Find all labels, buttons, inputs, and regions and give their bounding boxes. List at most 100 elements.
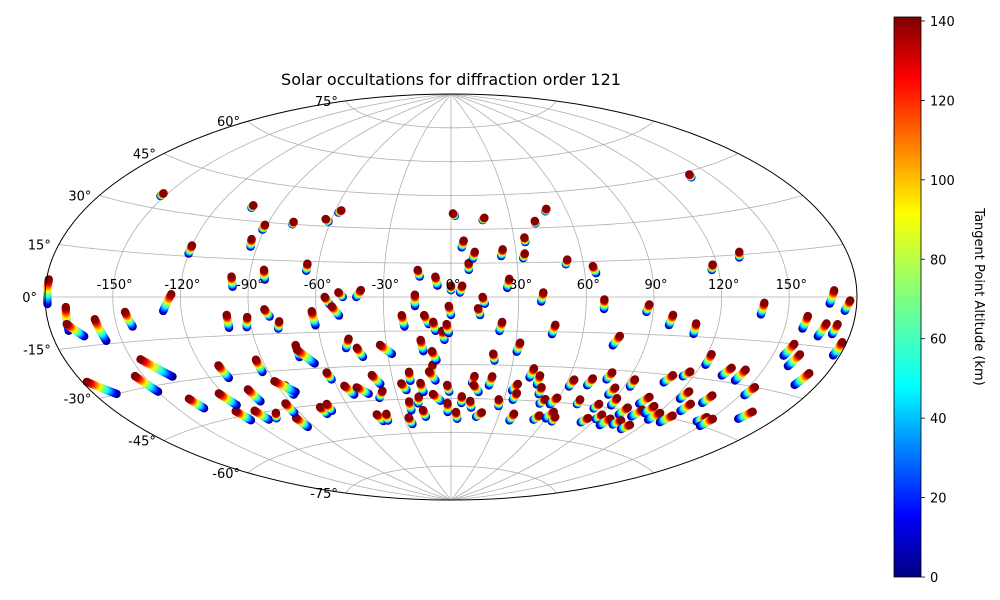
data-point — [337, 206, 346, 215]
data-point — [247, 234, 256, 244]
data-point — [668, 411, 677, 420]
occultation-track — [730, 365, 750, 385]
data-point — [595, 399, 604, 409]
occultation-track — [825, 286, 839, 308]
occultation-track — [214, 389, 241, 410]
latitude-tick-label: 45° — [133, 147, 156, 162]
occultation-track — [635, 392, 654, 408]
occultation-track — [446, 281, 456, 295]
data-point — [741, 365, 750, 374]
longitude-tick-label: -60° — [304, 278, 332, 293]
data-point — [470, 371, 479, 381]
occultation-track — [375, 386, 387, 403]
graticule — [45, 93, 857, 501]
latitude-tick-label: -60° — [212, 467, 240, 482]
colorbar-tick-label: 40 — [930, 412, 947, 427]
occultation-track — [291, 413, 312, 432]
data-point — [611, 383, 620, 392]
occultation-track — [529, 411, 544, 424]
occultation-track — [382, 409, 393, 425]
occultation-track — [561, 255, 572, 269]
occultation-track — [466, 396, 476, 412]
latitude-tick-labels: 75° 60° 45° 30° 15° 0° -15° -30° -45° -60° -75° — [22, 95, 338, 502]
occultation-track — [136, 355, 177, 381]
occultation-track — [541, 204, 551, 216]
data-point — [551, 412, 560, 421]
data-point — [334, 288, 343, 297]
occultation-track — [375, 340, 397, 359]
data-point — [292, 345, 302, 355]
colorbar-tick-label: 100 — [930, 174, 955, 189]
data-point — [833, 320, 842, 329]
occultation-track — [642, 300, 654, 317]
occultation-track — [643, 408, 665, 424]
occultation-track — [321, 214, 333, 226]
occultation-track — [828, 338, 847, 360]
data-point — [530, 216, 539, 226]
occultation-track — [779, 339, 799, 360]
data-point — [735, 247, 744, 256]
data-point — [416, 378, 425, 388]
occultation-track — [756, 298, 769, 319]
occultation-track — [717, 363, 736, 380]
occultation-track — [444, 301, 456, 320]
data-point — [630, 375, 640, 384]
data-point — [520, 249, 529, 258]
data-point — [645, 300, 654, 309]
occultation-track — [478, 292, 489, 308]
colorbar: 0 20 40 60 80 100 120 140 Tangent Point Altitud… — [893, 15, 986, 586]
data-point — [410, 290, 420, 299]
data-point — [372, 410, 381, 419]
data-point — [322, 368, 331, 377]
occultation-track — [676, 399, 696, 416]
occultation-track — [740, 383, 760, 400]
occultation-track — [431, 272, 442, 290]
occultation-track — [655, 411, 677, 427]
data-point — [727, 363, 736, 372]
colorbar-tick-label: 80 — [930, 253, 947, 268]
data-point — [289, 217, 298, 227]
occultation-track — [448, 209, 460, 220]
data-point — [656, 408, 665, 418]
data-point — [431, 272, 440, 281]
latitude-tick-label: -15° — [23, 344, 51, 359]
data-point — [249, 201, 258, 210]
data-point — [692, 319, 701, 328]
occultation-track — [227, 272, 237, 291]
data-point — [375, 340, 385, 350]
data-point — [686, 399, 696, 408]
occultation-track — [685, 170, 696, 182]
occultation-track — [495, 317, 507, 336]
longitude-tick-label: 150° — [776, 278, 807, 293]
data-point — [489, 349, 498, 358]
occultation-track — [251, 355, 267, 377]
longitude-gridline — [450, 93, 790, 501]
data-point — [352, 343, 361, 352]
data-point — [790, 339, 799, 349]
occultation-track — [519, 249, 529, 263]
data-point — [707, 350, 716, 359]
occultation-track — [231, 407, 256, 425]
occultation-track — [397, 379, 411, 395]
data-point — [61, 302, 70, 312]
occultation-track — [473, 304, 485, 320]
occultation-track — [614, 403, 632, 419]
data-point — [416, 335, 425, 345]
data-point — [498, 317, 507, 327]
occultation-track — [429, 317, 440, 336]
occultation-track — [608, 331, 625, 350]
colorbar-tick-label: 20 — [930, 492, 947, 507]
occultation-track — [537, 288, 548, 306]
data-point — [513, 379, 523, 389]
occultation-track — [307, 307, 320, 330]
data-point — [645, 392, 654, 402]
data-point — [303, 259, 312, 268]
occultation-track — [840, 296, 855, 315]
occultation-track — [497, 245, 507, 261]
occultation-track — [564, 375, 579, 391]
data-point — [259, 265, 269, 274]
data-point — [442, 319, 451, 329]
occultation-track — [43, 275, 53, 309]
occultation-track — [695, 414, 718, 431]
occultation-track — [397, 311, 409, 331]
